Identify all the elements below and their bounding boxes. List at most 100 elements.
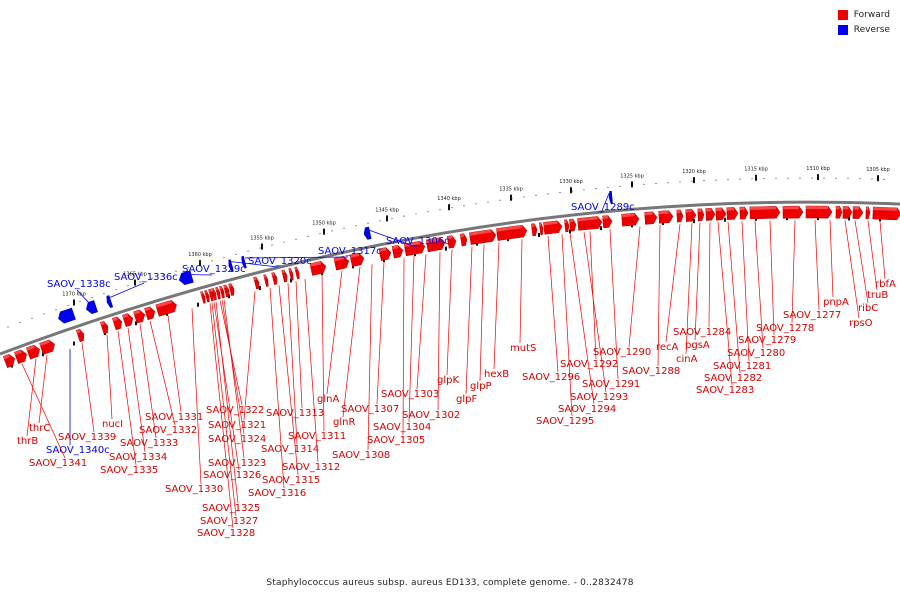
- label-saov-1317c: SAOV_1317c: [318, 246, 382, 257]
- scale-dot: [751, 178, 753, 180]
- label-saov-1321: SAOV_1321: [208, 420, 266, 431]
- forward-gene: [26, 344, 40, 360]
- reverse-leader: [230, 261, 279, 268]
- label-saov-1308: SAOV_1308: [332, 450, 390, 461]
- forward-gene: [835, 205, 843, 219]
- scale-dot: [31, 317, 33, 319]
- tick-label: 1310 kbp: [806, 166, 830, 172]
- scale-dot: [223, 256, 225, 259]
- gene-layer: [2, 190, 900, 368]
- label-saov-1296: SAOV_1296: [522, 372, 580, 383]
- label-saov-1280: SAOV_1280: [727, 348, 785, 359]
- forward-leader: [139, 323, 157, 439]
- forward-gene: [569, 218, 577, 232]
- forward-gene: [281, 269, 288, 283]
- scale-dot: [319, 232, 321, 235]
- label-saov-1312: SAOV_1312: [282, 462, 340, 473]
- forward-gene: [782, 205, 804, 219]
- scale-dot: [655, 182, 657, 185]
- forward-leader: [38, 354, 48, 424]
- scale-dot: [403, 215, 405, 217]
- forward-leader: [167, 315, 182, 413]
- legend: Forward Reverse: [837, 9, 890, 39]
- scale-dot: [859, 178, 861, 180]
- forward-leader: [791, 220, 796, 324]
- forward-leader: [657, 225, 661, 367]
- forward-leader: [519, 239, 523, 344]
- label-glpk: glpK: [437, 375, 459, 386]
- forward-leader: [416, 254, 427, 390]
- scale-dot: [295, 238, 297, 240]
- minor-tick: [693, 219, 695, 224]
- reverse-gene: [85, 300, 98, 315]
- forward-gene: [133, 309, 146, 324]
- forward-gene: [223, 284, 230, 298]
- label-pnpa: pnpA: [823, 297, 849, 308]
- legend-forward: Forward: [837, 9, 890, 20]
- forward-gene: [144, 306, 156, 321]
- forward-gene: [749, 206, 781, 220]
- scale-dot: [115, 288, 117, 291]
- forward-gene: [309, 261, 327, 276]
- scale-dot: [775, 177, 777, 179]
- label-saov-1283: SAOV_1283: [696, 385, 754, 396]
- scale-dot: [331, 230, 333, 232]
- scale-dot: [151, 277, 153, 279]
- label-saov-1284: SAOV_1284: [673, 327, 731, 338]
- forward-gene: [852, 206, 864, 219]
- forward-leader: [117, 330, 137, 466]
- scale-dot: [67, 304, 69, 307]
- genome-caption: Staphylococcus aureus subsp. aureus ED13…: [266, 578, 634, 588]
- forward-leader: [583, 231, 607, 393]
- forward-gene: [271, 272, 278, 285]
- forward-leader: [708, 222, 711, 328]
- forward-leader: [215, 301, 239, 504]
- forward-gene: [538, 222, 544, 236]
- forward-gene: [2, 354, 15, 368]
- forward-leader: [213, 302, 240, 471]
- label-saov-1305: SAOV_1305: [367, 435, 425, 446]
- label-saov-1306c: SAOV_1306c: [386, 236, 450, 247]
- scale-dot: [355, 225, 357, 227]
- label-saov-1338c: SAOV_1338c: [47, 279, 111, 290]
- tick-label: 1365 kbp: [123, 272, 147, 278]
- label-saov-1292: SAOV_1292: [560, 359, 618, 370]
- minor-tick: [848, 216, 850, 221]
- reverse-leader: [108, 282, 145, 299]
- label-pgsa: pgsA: [685, 340, 710, 351]
- tick-label: 1325 kbp: [620, 173, 644, 179]
- genome-backbone: [0, 200, 900, 356]
- minor-tick: [290, 278, 292, 283]
- scale-dot: [43, 313, 45, 315]
- tick-mark: [448, 204, 450, 211]
- forward-leader: [221, 300, 245, 435]
- scale-dot: [343, 227, 345, 229]
- scale-dot: [799, 177, 801, 179]
- label-reca: recA: [656, 342, 679, 353]
- label-saov-1331: SAOV_1331: [145, 412, 203, 423]
- scale-dot: [79, 300, 81, 303]
- scale-dot: [475, 203, 477, 205]
- forward-gene: [468, 229, 497, 245]
- tick-mark: [386, 215, 388, 222]
- forward-leader: [127, 327, 146, 453]
- forward-gene: [208, 288, 214, 302]
- scale-dot: [715, 179, 717, 181]
- forward-leader: [754, 220, 764, 349]
- scale-dot: [547, 193, 549, 195]
- label-glna: glnA: [317, 394, 339, 405]
- forward-leader: [569, 233, 595, 405]
- label-saov-1332: SAOV_1332: [139, 425, 197, 436]
- label-saov-1294: SAOV_1294: [558, 404, 616, 415]
- forward-leader: [402, 258, 405, 436]
- label-saov-1339: SAOV_1339: [58, 432, 116, 443]
- legend-forward-label: Forward: [853, 9, 890, 20]
- tick-label: 1340 kbp: [437, 196, 461, 202]
- forward-gene: [75, 328, 85, 343]
- forward-leader: [211, 302, 237, 517]
- forward-leader: [867, 220, 878, 291]
- scale-dot: [559, 191, 561, 194]
- forward-gene: [865, 206, 871, 220]
- label-saov-1302: SAOV_1302: [402, 410, 460, 421]
- forward-gene: [215, 286, 221, 300]
